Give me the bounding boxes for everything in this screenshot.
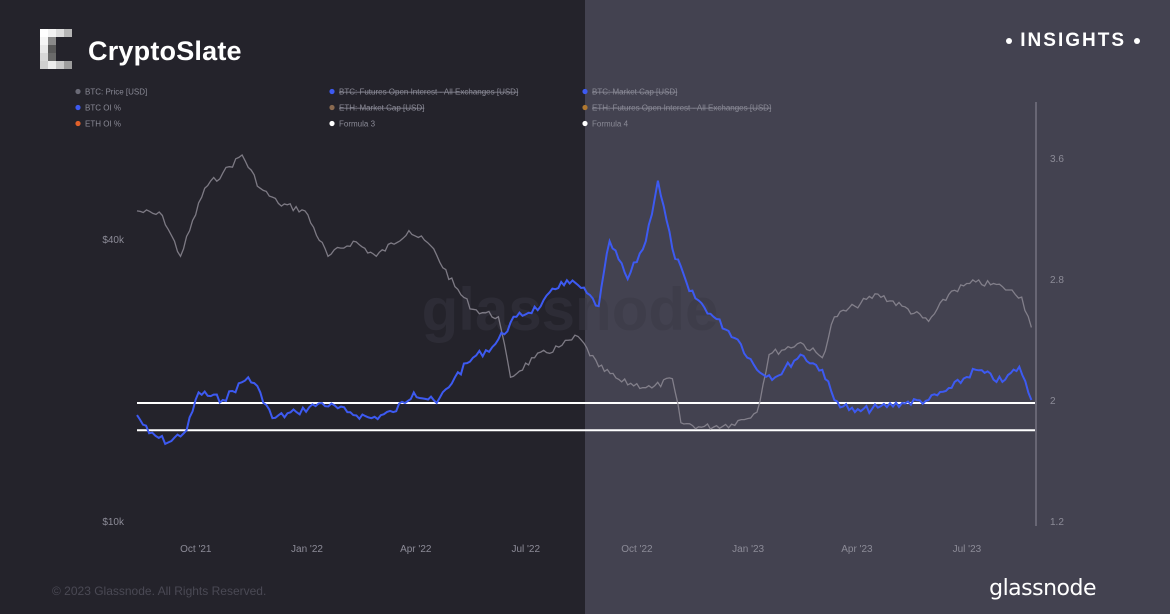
legend-item-label: Formula 3: [339, 120, 376, 129]
chart-legend: BTC: Price [USD] BTC: Futures Open Intere…: [75, 88, 771, 129]
legend-item-label: BTC: Market Cap [USD]: [592, 88, 677, 97]
legend-marker: [75, 104, 81, 111]
y-right-tick-label: 3.6: [1050, 154, 1064, 165]
chart-axes: 3.6 2.8 2 1.2 $40k $10k Oct '21 Jan '22 Apr '22 J…: [102, 102, 1064, 555]
brand-name: CryptoSlate: [88, 35, 242, 66]
x-tick-label: Jul '23: [953, 544, 982, 555]
x-tick-label: Jan '23: [732, 544, 764, 555]
y-right-tick-label: 1.2: [1050, 517, 1064, 528]
legend-item-label: BTC: Futures Open Interest - All Exchang…: [339, 88, 518, 97]
x-tick-label: Jul '22: [511, 544, 540, 555]
bullet-icon: [1006, 38, 1013, 44]
legend-marker: [582, 88, 588, 95]
glassnode-logo: glassnode: [989, 576, 1096, 601]
right-background-panel: [585, 0, 1170, 614]
legend-item-label: ETH OI %: [85, 120, 121, 129]
y-left-tick-label: $40k: [102, 235, 125, 246]
chart-watermark: glassnode: [422, 276, 719, 343]
cryptoslate-logo: CryptoSlate: [40, 29, 242, 73]
legend-item-label: BTC OI %: [85, 104, 121, 113]
x-tick-label: Jan '22: [291, 544, 323, 555]
y-right-tick-label: 2: [1050, 396, 1056, 407]
x-tick-label: Apr '22: [400, 544, 432, 555]
y-right-tick-label: 2.8: [1050, 275, 1064, 286]
btc-price-line: [136, 154, 1033, 431]
legend-item-label: ETH: Futures Open Interest - All Exchang…: [592, 104, 771, 113]
legend-item-label: Formula 4: [592, 120, 629, 129]
legend-marker: [582, 104, 588, 111]
insights-text: INSIGHTS: [1020, 30, 1126, 51]
insights-label: INSIGHTS: [1006, 30, 1140, 52]
x-tick-label: Apr '23: [841, 544, 873, 555]
legend-marker: [75, 88, 81, 95]
x-tick-label: Oct '22: [621, 544, 653, 555]
legend-marker: [582, 120, 588, 127]
btc-oi-pct-line: [136, 180, 1033, 446]
legend-marker: [329, 120, 335, 127]
legend-marker: [329, 104, 335, 111]
legend-item-label: ETH: Market Cap [USD]: [339, 104, 424, 113]
chart-series: [136, 154, 1035, 446]
copyright-text: © 2023 Glassnode. All Rights Reserved.: [52, 584, 267, 598]
legend-item-label: BTC: Price [USD]: [85, 88, 147, 97]
y-left-tick-label: $10k: [102, 517, 125, 528]
cryptoslate-logo-icon: [40, 29, 72, 69]
legend-marker: [329, 88, 335, 95]
x-tick-label: Oct '21: [180, 544, 212, 555]
left-background-panel: [0, 0, 585, 614]
legend-marker: [75, 120, 81, 127]
bullet-icon: [1134, 38, 1140, 44]
